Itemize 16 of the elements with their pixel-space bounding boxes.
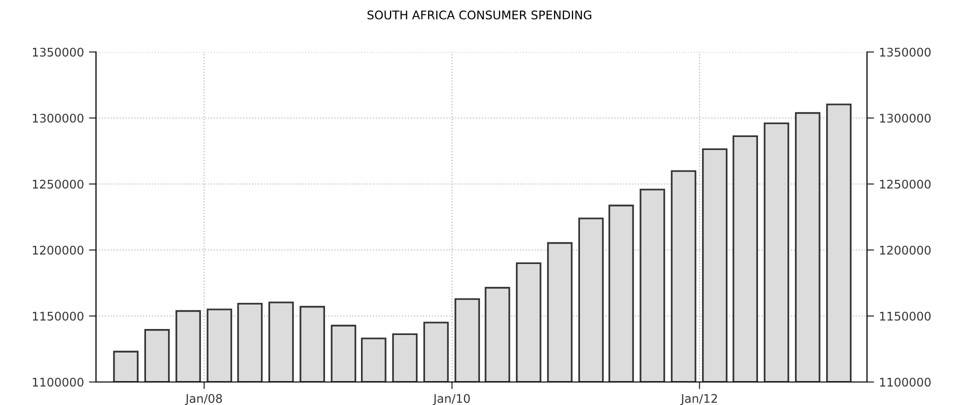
x-tick-label: Jan/08 <box>184 394 222 405</box>
y-tick-label: 1200000 <box>32 246 84 255</box>
y2-tick-label: 1150000 <box>880 312 931 321</box>
y-tick-label: 1100000 <box>32 378 84 387</box>
y2-tick-label: 1350000 <box>880 48 931 57</box>
y-tick-label: 1250000 <box>32 180 84 189</box>
y-tick-label: 1350000 <box>32 48 84 57</box>
x-tick-label: Jan/10 <box>432 394 470 405</box>
y-tick-label: 1150000 <box>32 312 84 321</box>
y2-tick-label: 1300000 <box>880 114 931 123</box>
y-tick-label: 1300000 <box>32 114 84 123</box>
chart-title: SOUTH AFRICA CONSUMER SPENDING <box>368 10 592 20</box>
y2-tick-label: 1250000 <box>880 180 931 189</box>
y2-tick-label: 1100000 <box>880 378 931 387</box>
x-tick-label: Jan/12 <box>680 394 717 405</box>
y2-tick-label: 1200000 <box>880 246 931 255</box>
